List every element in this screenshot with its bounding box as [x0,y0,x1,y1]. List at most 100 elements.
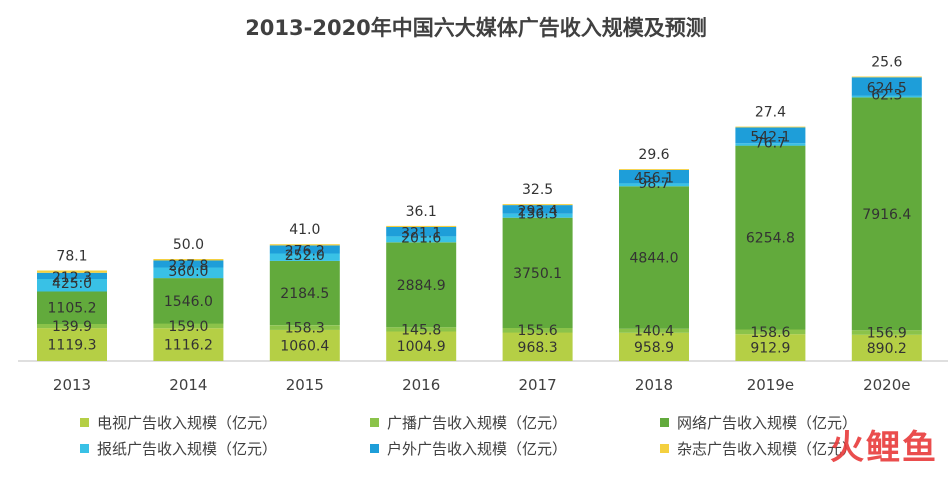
bar-segment [851,334,922,361]
data-label: 912.9 [750,341,790,357]
x-tick-label: 2014 [169,376,207,394]
data-label: 276.2 [285,244,325,260]
data-label: 890.2 [867,341,907,357]
legend-swatch [660,444,669,453]
bar-segment [386,331,457,361]
legend-swatch [370,444,379,453]
data-label: 212.3 [52,270,92,286]
bar-segment [619,328,689,333]
data-label: 237.8 [168,258,208,274]
bar-segment [37,279,107,292]
data-label: 158.3 [285,321,325,337]
data-label: 62.3 [871,88,902,104]
x-tick-label: 2013 [53,376,91,394]
legend-item: 杂志广告收入规模（亿元） [660,438,857,459]
legend-swatch [80,444,89,453]
data-label: 624.5 [867,81,907,97]
bar-segment [386,225,457,227]
data-label: 41.0 [289,222,320,238]
data-label: 2884.9 [397,278,446,294]
bar-segment [37,328,107,361]
data-label: 1004.9 [397,339,446,355]
data-label: 4844.0 [630,251,679,267]
chart-title: 2013-2020年中国六大媒体广告收入规模及预测 [245,16,707,40]
bar-segment [735,143,806,146]
data-label: 1060.4 [280,338,329,354]
bar-segment [153,267,224,279]
x-tick-label: 2015 [286,376,324,394]
bar-segment [502,328,573,333]
bar-segment [386,227,457,237]
legend-item: 网络广告收入规模（亿元） [660,412,857,433]
data-label: 98.7 [638,176,669,192]
data-label: 140.4 [634,324,674,340]
legend-label: 电视广告收入规模（亿元） [97,414,278,432]
data-label: 7916.4 [862,207,911,223]
bar-segment [269,253,340,261]
x-tick-labels-group: 2013 2014 2015 2016 2017 2018 2019e 2020e [53,376,911,394]
data-label: 155.6 [518,323,558,339]
data-label: 1119.3 [48,338,97,354]
bar-segment [386,327,457,332]
legend-swatch [370,418,379,427]
legend-swatch [80,418,89,427]
x-tick-label: 2018 [635,376,673,394]
data-label: 252.0 [285,248,325,264]
data-label: 201.6 [401,230,441,246]
bar-segment [386,242,457,328]
data-label: 145.8 [401,322,441,338]
legend-item: 广播广告收入规模（亿元） [370,412,567,433]
x-tick-label: 2020e [863,376,910,394]
bar-segment [269,329,340,361]
bar-segment [619,186,689,329]
data-label: 2184.5 [280,286,329,302]
bar-segment [851,330,922,335]
data-label: 78.1 [56,249,87,265]
bar-segment [619,169,689,170]
data-label: 27.4 [755,105,786,121]
bars-group [37,76,922,361]
bar-segment [851,97,922,331]
legend-item: 报纸广告收入规模（亿元） [80,438,277,459]
x-tick-label: 2017 [519,376,557,394]
data-label: 159.0 [168,319,208,335]
bar-segment [735,334,806,361]
bar-segment [269,245,340,254]
legend-label: 广播广告收入规模（亿元） [387,414,568,432]
bar-segment [502,205,573,214]
bar-segment [269,260,340,326]
bar-segment [153,278,224,324]
data-label: 456.1 [634,171,674,187]
data-label: 36.1 [406,204,437,220]
bar-segment [153,259,224,261]
data-label: 425.0 [52,276,92,292]
bar-segment [269,244,340,246]
legend-swatch [660,418,669,427]
bar-segment [735,127,806,144]
data-label: 968.3 [518,340,558,356]
bar-segment [502,204,573,206]
bar-segment [153,328,224,361]
bar-segment [386,236,457,243]
bar-segment [37,291,107,324]
bar-segment [37,324,107,329]
legend-label: 杂志广告收入规模（亿元） [677,440,858,458]
legend-item: 户外广告收入规模（亿元） [370,438,567,459]
bar-segment [37,270,107,273]
legend-item: 电视广告收入规模（亿元） [80,412,277,433]
data-label: 158.6 [750,325,790,341]
bar-segment [619,170,689,184]
data-label: 136.3 [518,207,558,223]
bar-segment [735,329,806,335]
bar-segment [153,260,224,268]
bar-segment [37,272,107,279]
data-label: 1116.2 [164,338,213,354]
bar-segment [269,325,340,330]
bar-segment [502,213,573,218]
legend-label: 报纸广告收入规模（亿元） [97,440,278,458]
data-label: 25.6 [871,55,902,71]
data-label: 156.9 [867,326,907,342]
bar-segment [851,95,922,98]
